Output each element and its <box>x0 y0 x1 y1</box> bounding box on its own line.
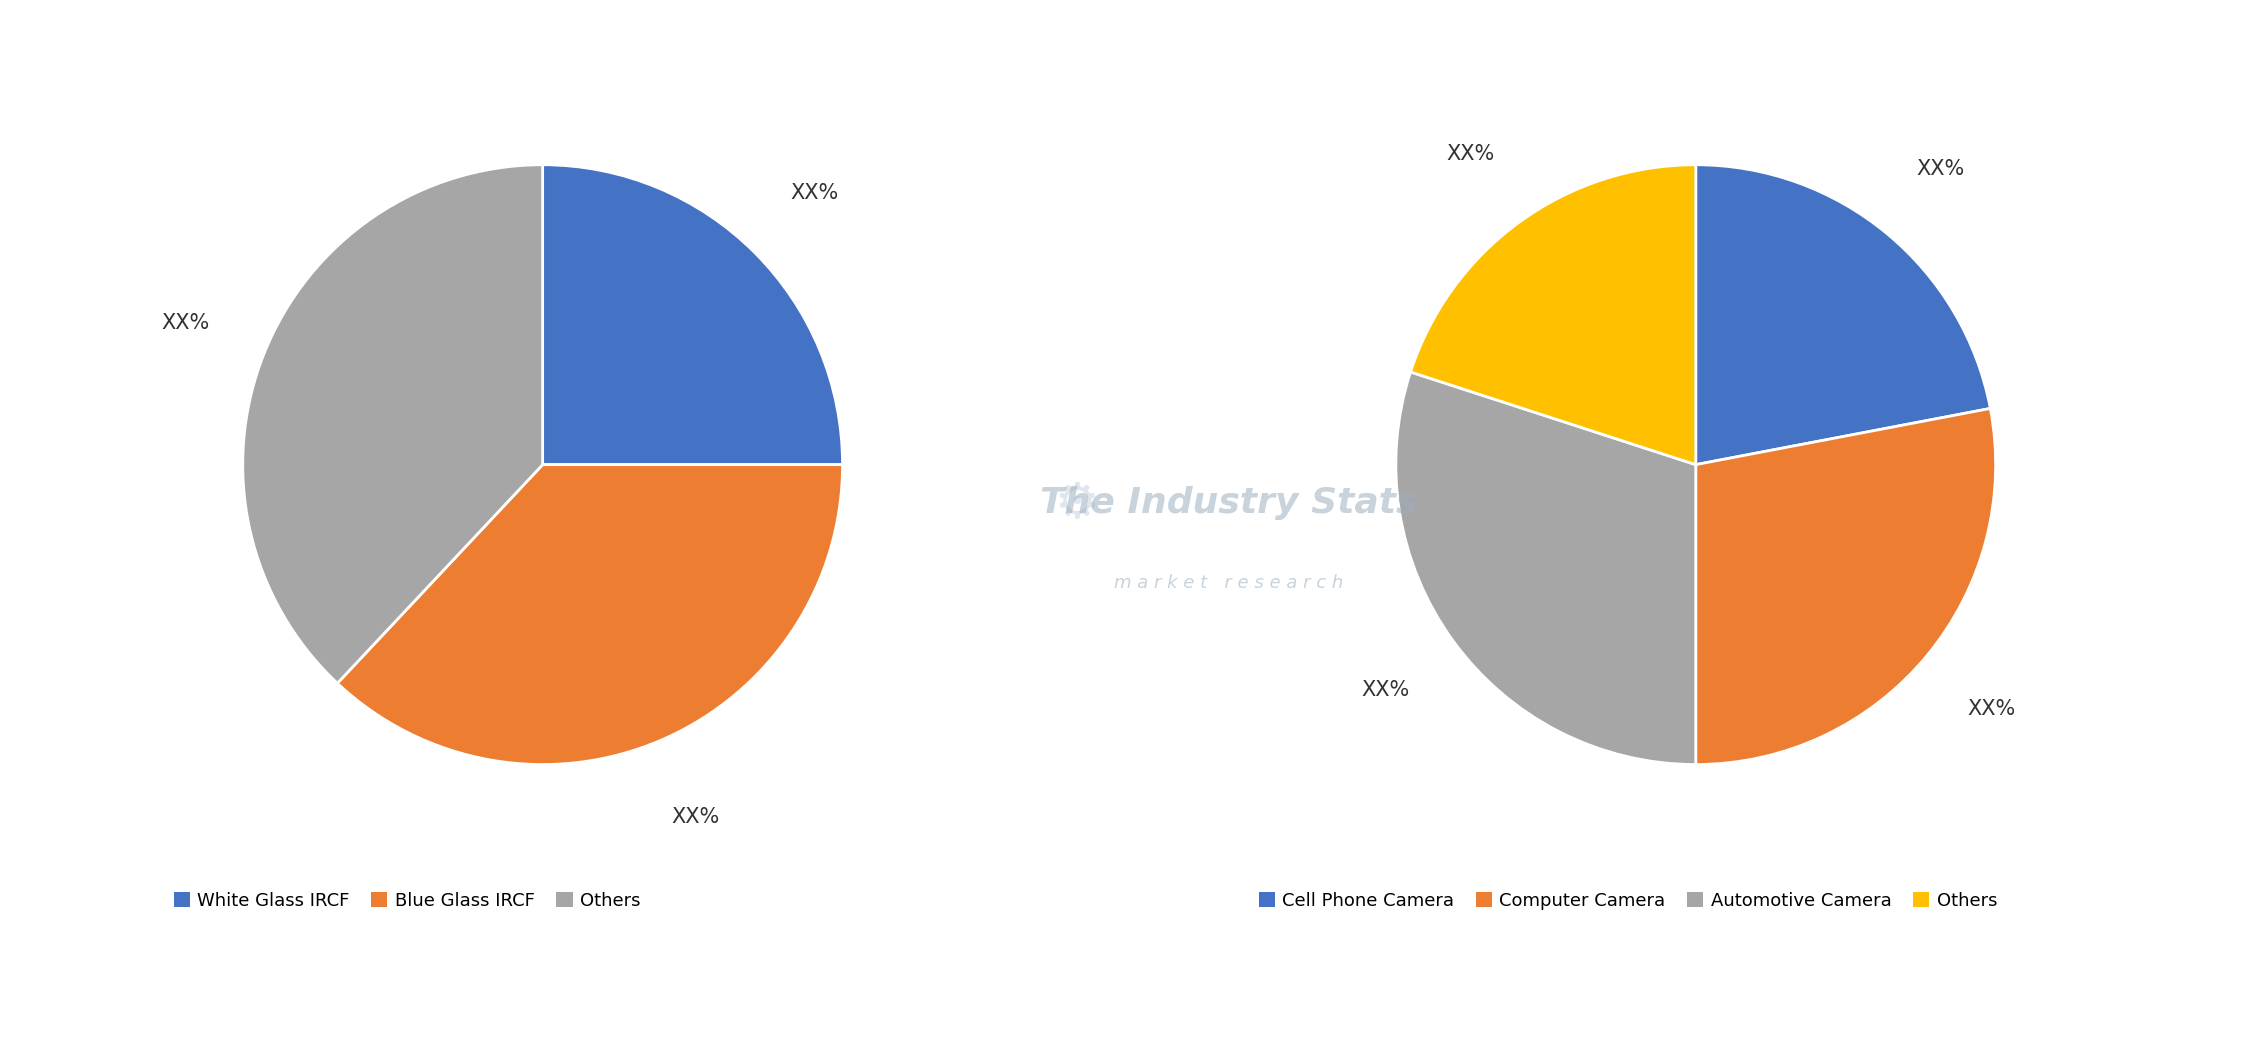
Text: Source: Theindustrystats Analysis: Source: Theindustrystats Analysis <box>27 1002 402 1020</box>
Wedge shape <box>337 465 843 765</box>
Text: XX%: XX% <box>1967 699 2015 719</box>
Text: Email: sales@theindustrystats.com: Email: sales@theindustrystats.com <box>938 1002 1323 1020</box>
Text: XX%: XX% <box>1361 680 1409 700</box>
Text: The Industry Stats: The Industry Stats <box>1040 486 1418 520</box>
Text: XX%: XX% <box>1917 158 1965 178</box>
Text: Fig. Global IR-Cut Filter Market Share by Product Types & Application: Fig. Global IR-Cut Filter Market Share b… <box>27 31 1115 59</box>
Wedge shape <box>242 165 543 683</box>
Text: XX%: XX% <box>161 314 210 334</box>
Text: m a r k e t   r e s e a r c h: m a r k e t r e s e a r c h <box>1115 573 1343 592</box>
Wedge shape <box>1395 372 1696 765</box>
Text: XX%: XX% <box>789 183 839 203</box>
Text: XX%: XX% <box>672 807 719 827</box>
Wedge shape <box>1696 165 1990 465</box>
Wedge shape <box>1696 409 1996 765</box>
Wedge shape <box>543 165 843 465</box>
Text: Website: www.theindustrystats.com: Website: www.theindustrystats.com <box>1834 1002 2234 1020</box>
Legend: Cell Phone Camera, Computer Camera, Automotive Camera, Others: Cell Phone Camera, Computer Camera, Auto… <box>1253 885 2003 917</box>
Text: XX%: XX% <box>1447 144 1495 164</box>
Wedge shape <box>1411 165 1696 465</box>
Text: ⚙: ⚙ <box>1054 479 1099 527</box>
